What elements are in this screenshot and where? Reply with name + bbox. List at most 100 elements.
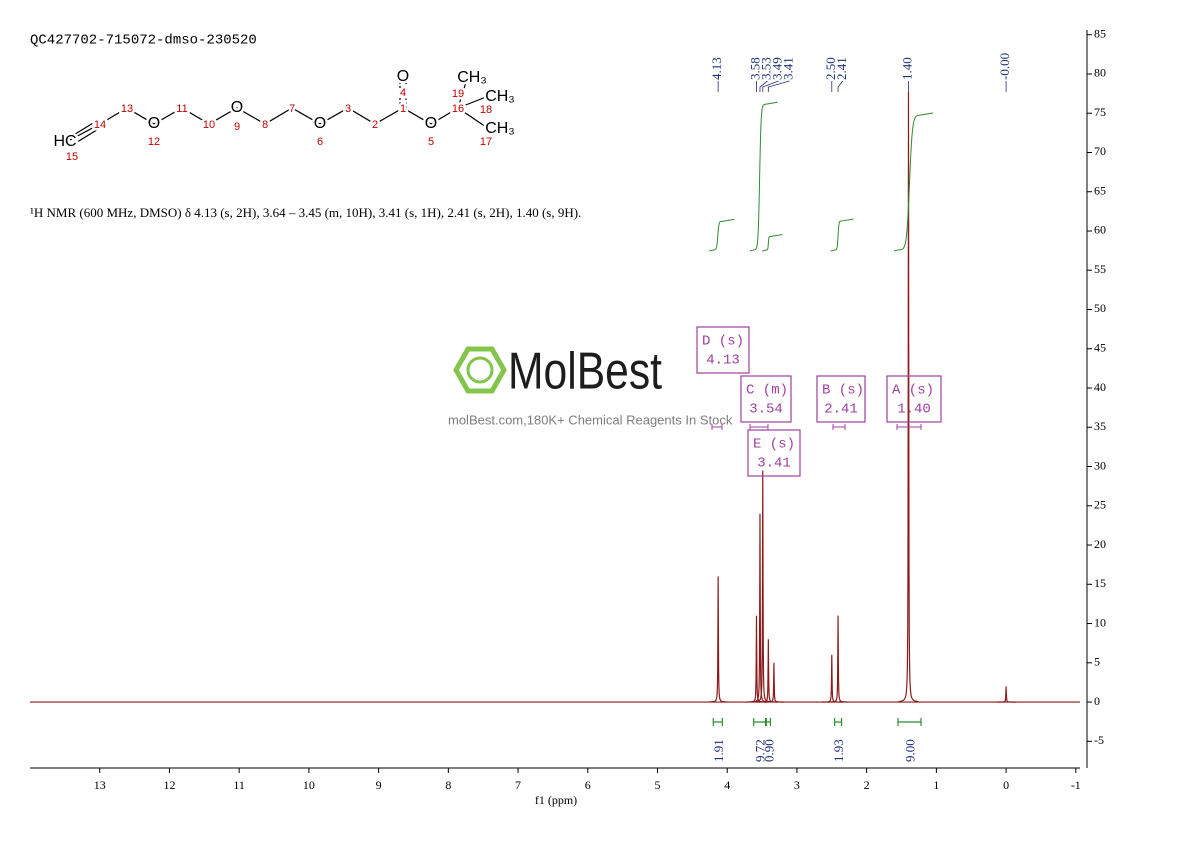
y-tick-label: 65 (1094, 183, 1106, 197)
bond (457, 96, 487, 109)
integral-bracket (765, 718, 772, 726)
atom-number: 3 (345, 103, 351, 115)
y-tick-label: 45 (1094, 341, 1106, 355)
logo-ring (466, 356, 494, 384)
multiplet-shift: 3.41 (757, 456, 791, 472)
atom-label: O (148, 115, 160, 132)
peak-label-leader (762, 80, 779, 92)
atom-number: 17 (480, 136, 492, 148)
peak-label: 3.49 (769, 57, 784, 80)
integral-curve (709, 218, 735, 252)
x-tick-label: -1 (1071, 778, 1081, 792)
peak-label: 2.41 (834, 57, 849, 80)
atom-number: 1 (400, 103, 406, 115)
chain-bonds (69, 107, 459, 141)
structure-bonds (69, 80, 487, 145)
x-tick-label: 13 (94, 778, 106, 792)
atom-number: 6 (317, 136, 323, 148)
y-tick-label: 60 (1094, 223, 1106, 237)
multiplet-name: C (m) (746, 383, 788, 399)
x-tick-label: 11 (233, 778, 245, 792)
y-tick-label: 30 (1094, 458, 1106, 472)
y-tick-label: 70 (1094, 144, 1106, 158)
y-tick-label: 0 (1094, 694, 1100, 708)
atom-label: CH₃ (485, 120, 515, 137)
atom-label: CH₃ (485, 88, 515, 105)
atom-number: 7 (289, 103, 295, 115)
triple-bond (73, 127, 101, 145)
peak-label: -0.00 (997, 53, 1012, 80)
multiplet-name: D (s) (702, 334, 744, 350)
multiplet-range (711, 424, 723, 430)
peak-label-leader (767, 80, 790, 92)
y-tick-label: 85 (1094, 26, 1106, 40)
multiplet-shift: 3.54 (749, 402, 783, 418)
multiplet-shift: 2.41 (824, 402, 858, 418)
y-tick-label: 80 (1094, 66, 1106, 80)
atom-label: O (231, 99, 243, 116)
x-tick-label: 7 (515, 778, 521, 792)
peak (749, 513, 770, 703)
multiplet-name: E (s) (753, 437, 795, 453)
y-tick-label: 40 (1094, 380, 1106, 394)
x-tick-label: 10 (303, 778, 315, 792)
multiplet-name: B (s) (822, 383, 864, 399)
integral-label: 1.93 (831, 739, 846, 762)
atom-number: 14 (94, 119, 106, 131)
atom-number: 5 (428, 136, 434, 148)
x-tick-label: 4 (724, 778, 730, 792)
x-tick-label: 0 (1003, 778, 1009, 792)
y-tick-label: 5 (1094, 655, 1100, 669)
y-tick-label: -5 (1094, 733, 1104, 747)
atom-number: 13 (121, 103, 133, 115)
integral-bracket (753, 718, 767, 726)
peak-label: 2.50 (823, 57, 838, 80)
integral-label: 9.00 (903, 739, 918, 762)
atom-label: O (314, 115, 326, 132)
x-tick-label: 2 (864, 778, 870, 792)
multiplet-range (749, 424, 769, 430)
integral-bracket (833, 718, 843, 726)
y-tick-label: 10 (1094, 615, 1106, 629)
integral-bracket (897, 718, 922, 726)
atom-label: O (425, 115, 437, 132)
chart-title: QC427702-715072-dmso-230520 (30, 33, 257, 49)
peak (708, 576, 729, 703)
integral-label: 1.91 (711, 739, 726, 762)
peak (821, 654, 842, 703)
atom-number: 4 (400, 87, 406, 99)
multiplet-range (832, 424, 846, 430)
atom-number: 18 (480, 104, 492, 116)
y-tick-label: 50 (1094, 301, 1106, 315)
x-tick-label: 12 (163, 778, 175, 792)
atom-number: 2 (372, 119, 378, 131)
multiplet-box (696, 326, 750, 374)
x-tick-label: 5 (654, 778, 660, 792)
integral-label: 0.90 (761, 739, 776, 762)
multiplet-box (747, 429, 801, 477)
peak (898, 92, 919, 703)
multiplet-box (740, 375, 792, 423)
atom-label: CH₃ (457, 69, 487, 86)
x-tick-label: 8 (445, 778, 451, 792)
y-tick-label: 25 (1094, 498, 1106, 512)
nmr-description: ¹H NMR (600 MHz, DMSO) δ 4.13 (s, 2H), 3… (30, 205, 582, 220)
peak-label: 4.13 (709, 57, 724, 80)
peak-label: 3.41 (780, 57, 795, 80)
atom-number: 12 (148, 136, 160, 148)
peak-label-leader (837, 80, 844, 92)
watermark-brand: MolBest (508, 343, 662, 401)
integral-curve (830, 218, 854, 252)
x-tick-label: 6 (585, 778, 591, 792)
peak (996, 686, 1017, 703)
x-tick-label: 1 (933, 778, 939, 792)
atom-number: 11 (176, 103, 187, 115)
x-tick-label: 3 (794, 778, 800, 792)
triple-bond (71, 119, 99, 137)
peak (828, 615, 849, 703)
peak (763, 662, 784, 703)
integral-curve (749, 101, 778, 252)
atom-label: HC (53, 133, 76, 150)
multiplet-range (896, 424, 922, 430)
